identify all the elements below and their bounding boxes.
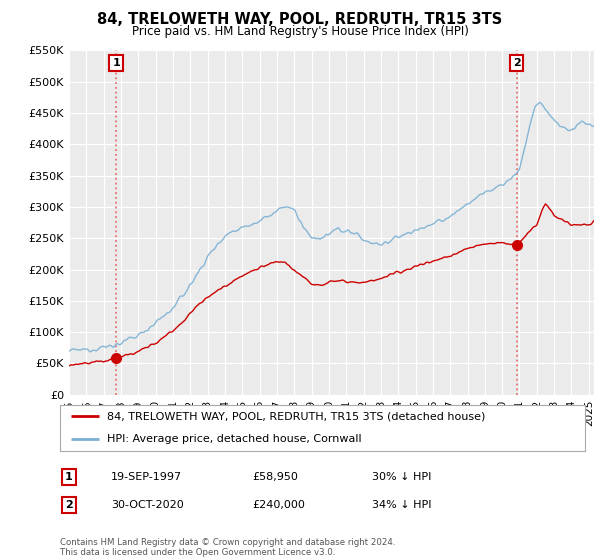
Text: 1: 1 — [112, 58, 120, 68]
Text: 1: 1 — [65, 472, 73, 482]
Text: 2: 2 — [65, 500, 73, 510]
Text: 2: 2 — [512, 58, 520, 68]
Text: Contains HM Land Registry data © Crown copyright and database right 2024.
This d: Contains HM Land Registry data © Crown c… — [60, 538, 395, 557]
Text: 34% ↓ HPI: 34% ↓ HPI — [372, 500, 431, 510]
Text: 84, TRELOWETH WAY, POOL, REDRUTH, TR15 3TS: 84, TRELOWETH WAY, POOL, REDRUTH, TR15 3… — [97, 12, 503, 27]
Text: 30% ↓ HPI: 30% ↓ HPI — [372, 472, 431, 482]
Text: 84, TRELOWETH WAY, POOL, REDRUTH, TR15 3TS (detached house): 84, TRELOWETH WAY, POOL, REDRUTH, TR15 3… — [107, 412, 485, 421]
Text: 30-OCT-2020: 30-OCT-2020 — [111, 500, 184, 510]
Text: £58,950: £58,950 — [252, 472, 298, 482]
Text: Price paid vs. HM Land Registry's House Price Index (HPI): Price paid vs. HM Land Registry's House … — [131, 25, 469, 38]
Text: £240,000: £240,000 — [252, 500, 305, 510]
Text: 19-SEP-1997: 19-SEP-1997 — [111, 472, 182, 482]
Text: HPI: Average price, detached house, Cornwall: HPI: Average price, detached house, Corn… — [107, 435, 362, 444]
